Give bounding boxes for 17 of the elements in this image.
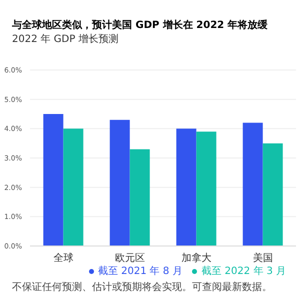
text: 不保证任何预测、估计或预期将会实现。可查阅最新数据。	[12, 280, 272, 294]
bar	[196, 132, 216, 246]
chart-subtitle: 2022 年 GDP 增长预测	[12, 32, 118, 46]
bar	[63, 128, 84, 246]
x-tick-label: 美国	[252, 252, 273, 264]
chart-title: 与全球地区类似，预计美国 GDP 增长在 2022 年将放缓	[12, 18, 268, 32]
legend-label: 截至 2022 年 3 月	[201, 266, 286, 277]
bar	[242, 122, 263, 246]
x-tick-label: 加拿大	[181, 252, 212, 264]
x-tick-label: 全球	[53, 252, 74, 264]
bar	[110, 120, 130, 246]
bar	[262, 143, 283, 246]
bar	[176, 128, 196, 246]
x-tick-label: 欧元区	[114, 253, 145, 264]
legend-label: 截至 2021 年 8 月	[98, 266, 182, 277]
bar	[130, 149, 150, 246]
bar	[43, 114, 64, 246]
